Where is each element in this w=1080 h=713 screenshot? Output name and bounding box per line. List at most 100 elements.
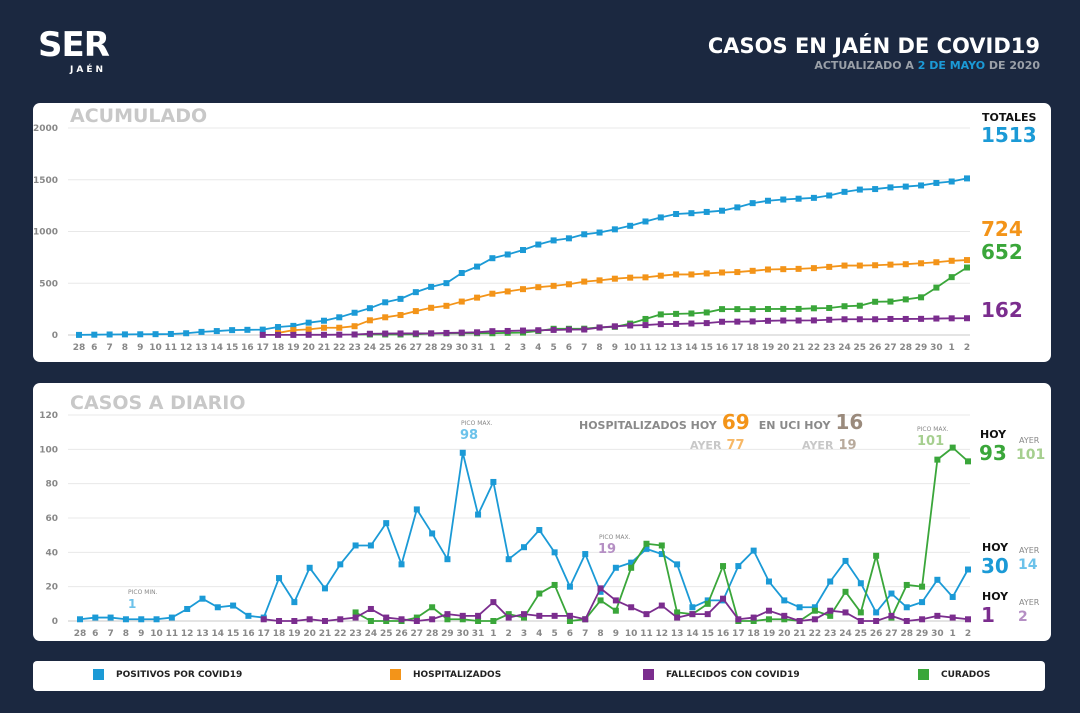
data-point-hospitalizados (397, 312, 404, 319)
data-point-fallecidos (429, 616, 436, 623)
data-point-curados (827, 612, 834, 619)
data-point-fallecidos (611, 323, 618, 330)
x-tick-label: 18 (273, 629, 286, 639)
x-tick-label: 17 (257, 629, 270, 639)
data-point-fallecidos (856, 316, 863, 323)
data-point-curados (367, 618, 374, 624)
data-point-curados (643, 540, 650, 547)
data-point-curados (841, 303, 848, 310)
x-tick-label: 27 (410, 343, 423, 353)
y-tick-label: 100 (39, 445, 58, 455)
x-tick-label: 27 (411, 629, 424, 639)
pico-max-pos-value: 98 (460, 428, 479, 443)
data-point-positivos (948, 178, 955, 185)
data-point-curados (429, 604, 436, 611)
data-point-positivos (965, 566, 971, 573)
x-tick-label: 22 (334, 629, 347, 639)
fall-hoy-value: 1 (981, 603, 995, 627)
data-point-curados (720, 563, 727, 570)
data-point-fallecidos (965, 616, 971, 623)
data-point-fallecidos (504, 327, 511, 334)
data-point-positivos (305, 319, 312, 326)
legend-swatch-fallecidos (643, 669, 654, 680)
series-line-hospitalizados (277, 259, 968, 334)
x-tick-label: 6 (566, 343, 572, 353)
subtitle-prefix: ACTUALIZADO A (814, 59, 918, 72)
data-point-hospitalizados (504, 288, 511, 295)
data-point-curados (566, 618, 573, 624)
data-point-fallecidos (398, 616, 405, 623)
x-tick-label: 27 (885, 629, 898, 639)
data-point-positivos (520, 247, 526, 254)
x-tick-label: 26 (869, 343, 882, 353)
total-curados: 652 (981, 240, 1023, 264)
hosp-ayer: AYER 77 (690, 436, 745, 452)
y-tick-label: 80 (45, 480, 58, 490)
data-point-curados (872, 298, 879, 305)
data-point-positivos (230, 602, 237, 609)
data-point-curados (612, 607, 619, 614)
ser-logo: SER (38, 25, 110, 65)
data-point-fallecidos (306, 616, 313, 623)
y-tick-label: 1000 (33, 228, 58, 238)
x-tick-label: 4 (536, 629, 542, 639)
data-point-positivos (429, 530, 436, 537)
data-point-positivos (781, 597, 788, 604)
x-tick-label: 25 (855, 629, 868, 639)
x-tick-label: 20 (778, 629, 791, 639)
data-point-fallecidos (689, 611, 696, 618)
data-point-hospitalizados (596, 277, 603, 284)
data-point-hospitalizados (412, 308, 419, 315)
data-point-fallecidos (780, 317, 787, 324)
cur-hoy-label: HOY (980, 428, 1007, 441)
data-point-hospitalizados (489, 290, 496, 297)
data-point-positivos (764, 197, 771, 204)
data-point-hospitalizados (764, 266, 771, 273)
data-point-positivos (934, 576, 941, 583)
data-point-positivos (888, 590, 895, 597)
x-tick-label: 9 (137, 343, 143, 353)
data-point-positivos (933, 179, 940, 186)
x-tick-label: 8 (123, 629, 129, 639)
x-tick-label: 25 (854, 343, 867, 353)
y-tick-label: 120 (39, 411, 58, 421)
hospital-summary: HOSPITALIZADOS HOY 69 EN UCI HOY 16 (579, 412, 863, 432)
data-point-hospitalizados (657, 272, 664, 279)
pico-min-value: 1 (128, 597, 137, 611)
data-point-hospitalizados (795, 265, 802, 272)
data-point-fallecidos (688, 320, 695, 327)
x-tick-label: 10 (149, 343, 162, 353)
data-point-hospitalizados (581, 278, 588, 285)
data-point-fallecidos (902, 315, 909, 322)
data-point-curados (688, 310, 695, 317)
data-point-hospitalizados (535, 284, 542, 291)
data-point-positivos (902, 183, 909, 190)
x-tick-label: 14 (686, 629, 699, 639)
data-point-fallecidos (658, 602, 665, 609)
y-tick-label: 0 (52, 331, 58, 341)
data-point-hospitalizados (749, 267, 756, 274)
x-tick-label: 11 (639, 343, 652, 353)
legend-label: HOSPITALIZADOS (413, 669, 502, 680)
x-tick-label: 10 (150, 629, 163, 639)
fall-hoy-label: HOY (982, 590, 1009, 603)
data-point-positivos (122, 616, 129, 623)
x-tick-label: 28 (426, 629, 439, 639)
data-point-curados (444, 616, 451, 623)
x-tick-label: 6 (91, 343, 97, 353)
y-tick-label: 500 (39, 279, 58, 289)
data-point-curados (842, 588, 849, 595)
data-point-hospitalizados (382, 314, 389, 321)
data-point-positivos (259, 326, 266, 333)
data-point-curados (521, 614, 527, 621)
pos-ayer-value: 14 (1018, 557, 1038, 573)
x-tick-label: 18 (272, 343, 285, 353)
data-point-positivos (521, 544, 527, 551)
data-point-hospitalizados (780, 266, 787, 273)
x-tick-label: 25 (379, 343, 392, 353)
daily-title: CASOS A DIARIO (70, 392, 246, 414)
x-tick-label: 29 (441, 629, 454, 639)
data-point-curados (704, 600, 711, 607)
data-point-hospitalizados (443, 302, 450, 309)
